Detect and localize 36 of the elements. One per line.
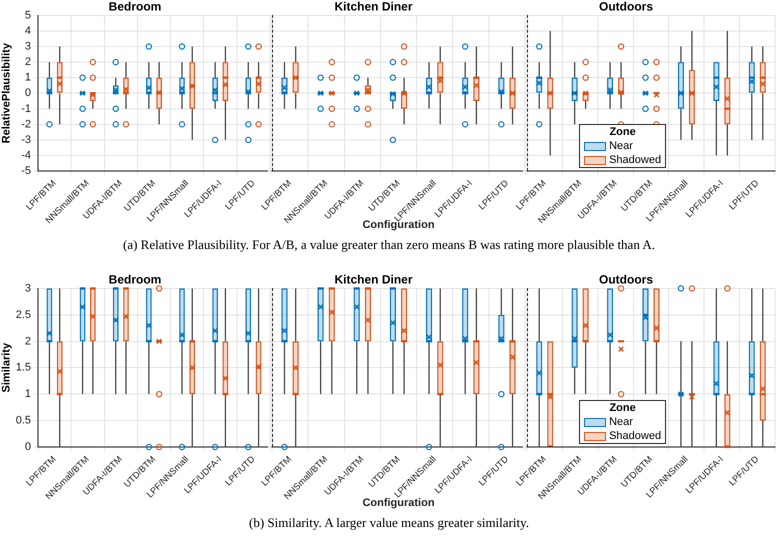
legend-label: Near — [609, 416, 633, 428]
y-tick-label: 0 — [24, 441, 31, 454]
legend-title: Zone — [608, 401, 637, 415]
chart-title: Bedroom — [108, 272, 162, 287]
legend-label: Near — [609, 140, 633, 152]
x-axis-title: Configuration — [362, 497, 435, 509]
y-tick-label: 0.5 — [16, 414, 31, 427]
chart-title: Kitchen Diner — [334, 272, 413, 287]
y-axis-title: Similarity — [0, 342, 13, 392]
y-tick-label: 2 — [24, 56, 31, 68]
legend-label: Shadowed — [609, 430, 662, 442]
y-tick-label: 0 — [24, 87, 31, 100]
y-tick-label: -4 — [21, 149, 31, 162]
y-tick-label: 5 — [24, 9, 31, 22]
y-tick-label: -2 — [21, 118, 31, 130]
y-tick-label: 1.5 — [16, 362, 31, 374]
y-tick-label: 1 — [24, 72, 31, 84]
y-tick-label: -3 — [21, 134, 31, 146]
chart-title: Outdoors — [599, 0, 654, 14]
x-axis-title: Configuration — [362, 219, 435, 231]
legend-title: Zone — [608, 125, 637, 139]
y-axis-title: RelativePlausibility — [0, 42, 13, 144]
legend-label: Shadowed — [609, 154, 662, 166]
y-tick-label: 3 — [24, 282, 31, 294]
text: (b) Similarity. A larger value means greater similarity. — [248, 515, 530, 531]
y-tick-label: 2.5 — [16, 308, 31, 321]
text: (a) Relative Plausibility. For A/B, a value greater than zero means B was rating more plausible than A. — [122, 237, 656, 253]
y-tick-label: 4 — [24, 24, 31, 37]
chart-title: Bedroom — [108, 0, 162, 14]
y-tick-label: 1 — [24, 388, 31, 400]
y-tick-label: -1 — [21, 102, 31, 115]
y-tick-label: 2 — [24, 335, 31, 348]
y-tick-label: -5 — [21, 165, 31, 178]
chart-title: Kitchen Diner — [334, 0, 413, 14]
chart-title: Outdoors — [599, 272, 654, 287]
y-tick-label: 3 — [24, 40, 31, 53]
